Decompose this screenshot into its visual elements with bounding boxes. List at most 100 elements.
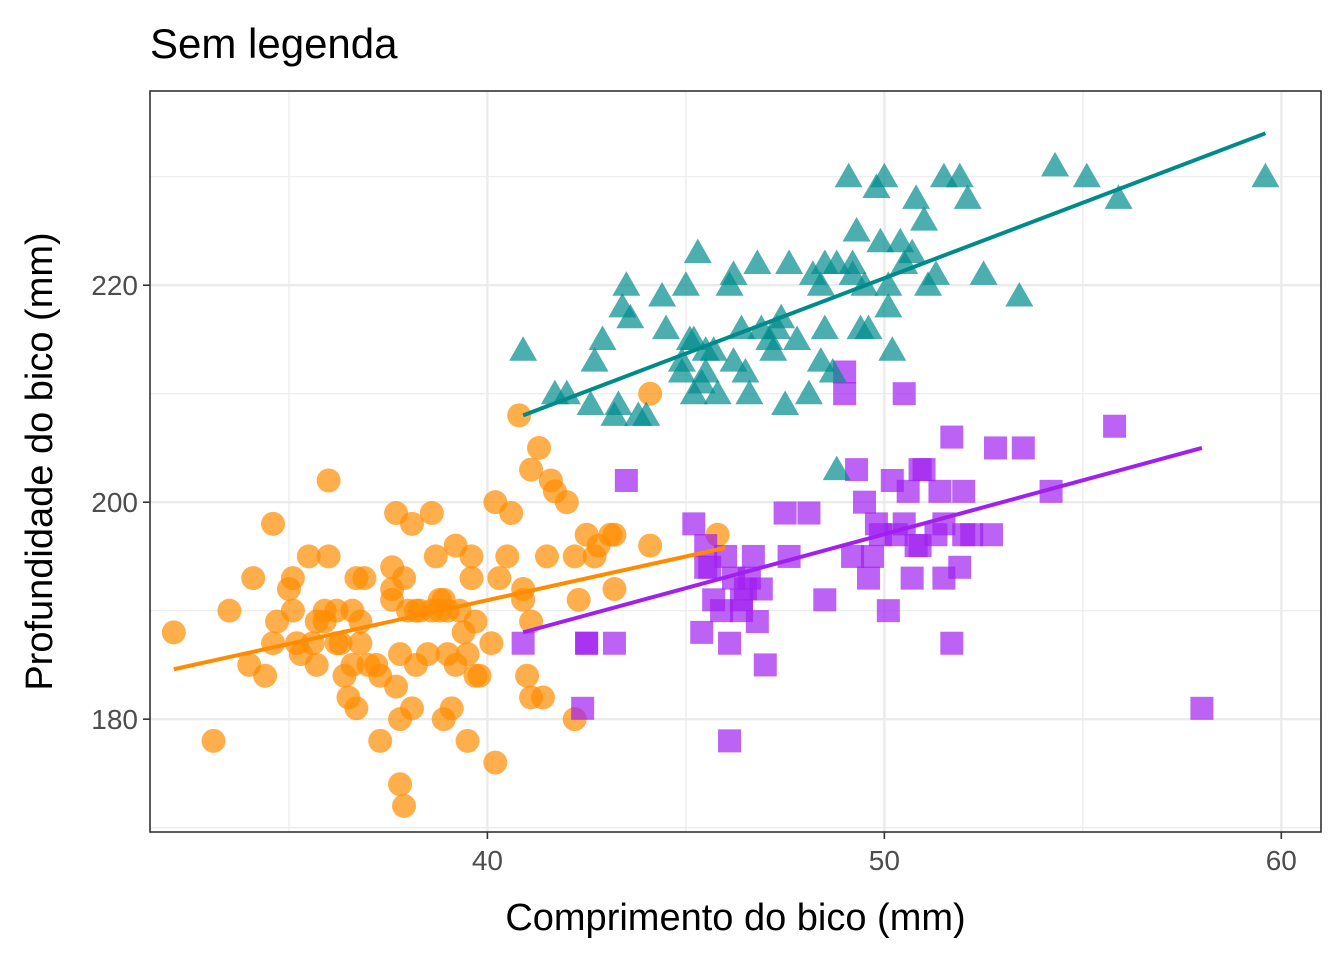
x-tick-label: 40 xyxy=(472,845,503,876)
data-point-square xyxy=(841,544,865,568)
data-point-square xyxy=(928,479,952,503)
data-point-circle xyxy=(344,696,369,721)
data-point-square xyxy=(960,523,984,547)
data-point-square xyxy=(729,588,753,612)
data-point-square xyxy=(773,501,797,525)
data-point-circle xyxy=(280,598,305,623)
data-point-square xyxy=(980,523,1004,547)
data-point-triangle xyxy=(953,184,982,209)
data-point-circle xyxy=(304,652,329,677)
data-point-square xyxy=(614,468,638,492)
x-axis-title: Comprimento do bico (mm) xyxy=(505,897,965,939)
data-point-triangle xyxy=(576,390,605,416)
chart-title: Sem legenda xyxy=(150,20,398,67)
data-point-circle xyxy=(201,728,226,753)
data-point-square xyxy=(602,631,626,655)
data-point-circle xyxy=(439,696,464,721)
data-point-circle xyxy=(348,631,373,656)
data-point-square xyxy=(1103,414,1127,438)
data-point-circle xyxy=(487,566,512,591)
data-point-triangle xyxy=(775,249,804,275)
data-point-circle xyxy=(638,533,663,558)
panel-border xyxy=(149,90,1322,833)
data-point-circle xyxy=(328,631,353,656)
data-point-triangle xyxy=(794,379,823,405)
data-point-triangle xyxy=(1005,282,1034,307)
data-point-triangle xyxy=(612,271,641,296)
fit-lines xyxy=(173,131,1267,672)
data-point-triangle xyxy=(743,249,772,275)
data-point-triangle xyxy=(921,260,950,285)
data-point-circle xyxy=(507,403,532,428)
data-point-circle xyxy=(415,642,440,667)
data-point-circle xyxy=(352,566,377,591)
data-point-circle xyxy=(316,544,341,569)
data-point-circle xyxy=(467,663,492,688)
data-point-triangle xyxy=(604,390,633,416)
data-point-triangle xyxy=(838,249,867,275)
data-point-triangle xyxy=(969,260,998,285)
data-point-square xyxy=(694,555,718,579)
data-point-square xyxy=(896,479,920,503)
data-point-circle xyxy=(459,566,484,591)
data-point-square xyxy=(690,620,714,644)
data-point-triangle xyxy=(632,401,661,426)
data-point-square xyxy=(912,458,936,482)
data-point-triangle xyxy=(719,260,748,285)
data-point-circle xyxy=(280,566,305,591)
data-point-triangle xyxy=(1041,151,1070,177)
data-point-circle xyxy=(431,587,456,612)
data-point-triangle xyxy=(652,314,681,340)
data-point-triangle xyxy=(671,271,700,296)
data-point-triangle xyxy=(874,271,903,296)
data-point-square xyxy=(682,512,706,536)
data-point-square xyxy=(749,577,773,601)
data-point-triangle xyxy=(719,347,748,372)
data-point-circle xyxy=(562,544,587,569)
data-point-circle xyxy=(515,663,540,688)
y-tick-label: 180 xyxy=(91,704,138,735)
data-point-triangle xyxy=(783,325,812,350)
data-point-triangle xyxy=(854,314,883,340)
data-point-circle xyxy=(316,468,341,493)
data-point-triangle xyxy=(691,357,720,383)
fit-line xyxy=(522,446,1203,635)
data-point-triangle xyxy=(691,336,720,361)
axis-ticks: 40 50 60 180 200 220 xyxy=(91,270,1297,876)
data-point-circle xyxy=(554,490,579,515)
y-tick-label: 220 xyxy=(91,270,138,301)
data-point-triangle xyxy=(755,325,784,350)
data-point-triangle xyxy=(902,184,931,209)
data-point-square xyxy=(940,631,964,655)
data-point-triangle xyxy=(648,282,677,307)
data-point-circle xyxy=(241,566,266,591)
data-point-square xyxy=(845,458,869,482)
data-point-triangle xyxy=(771,390,800,416)
x-tick-label: 60 xyxy=(1266,845,1297,876)
data-point-triangle xyxy=(822,455,851,481)
data-point-circle xyxy=(384,674,409,699)
data-point-square xyxy=(1011,436,1035,460)
data-point-circle xyxy=(638,381,663,406)
data-point-circle xyxy=(399,511,424,536)
data-point-triangle xyxy=(616,303,645,329)
data-point-circle xyxy=(495,544,520,569)
data-point-circle xyxy=(602,576,627,601)
data-point-triangle xyxy=(588,325,617,350)
data-point-square xyxy=(952,479,976,503)
series-circle xyxy=(161,381,730,818)
data-point-circle xyxy=(459,544,484,569)
data-point-triangle xyxy=(580,347,609,372)
series-triangle xyxy=(509,151,1280,481)
data-point-square xyxy=(876,599,900,623)
data-point-triangle xyxy=(806,347,835,372)
data-point-triangle xyxy=(703,379,732,405)
data-point-triangle xyxy=(834,162,863,188)
data-point-triangle xyxy=(509,336,538,361)
data-point-circle xyxy=(566,587,591,612)
data-point-triangle xyxy=(910,206,939,231)
data-point-triangle xyxy=(886,227,915,253)
data-point-circle xyxy=(388,772,413,797)
